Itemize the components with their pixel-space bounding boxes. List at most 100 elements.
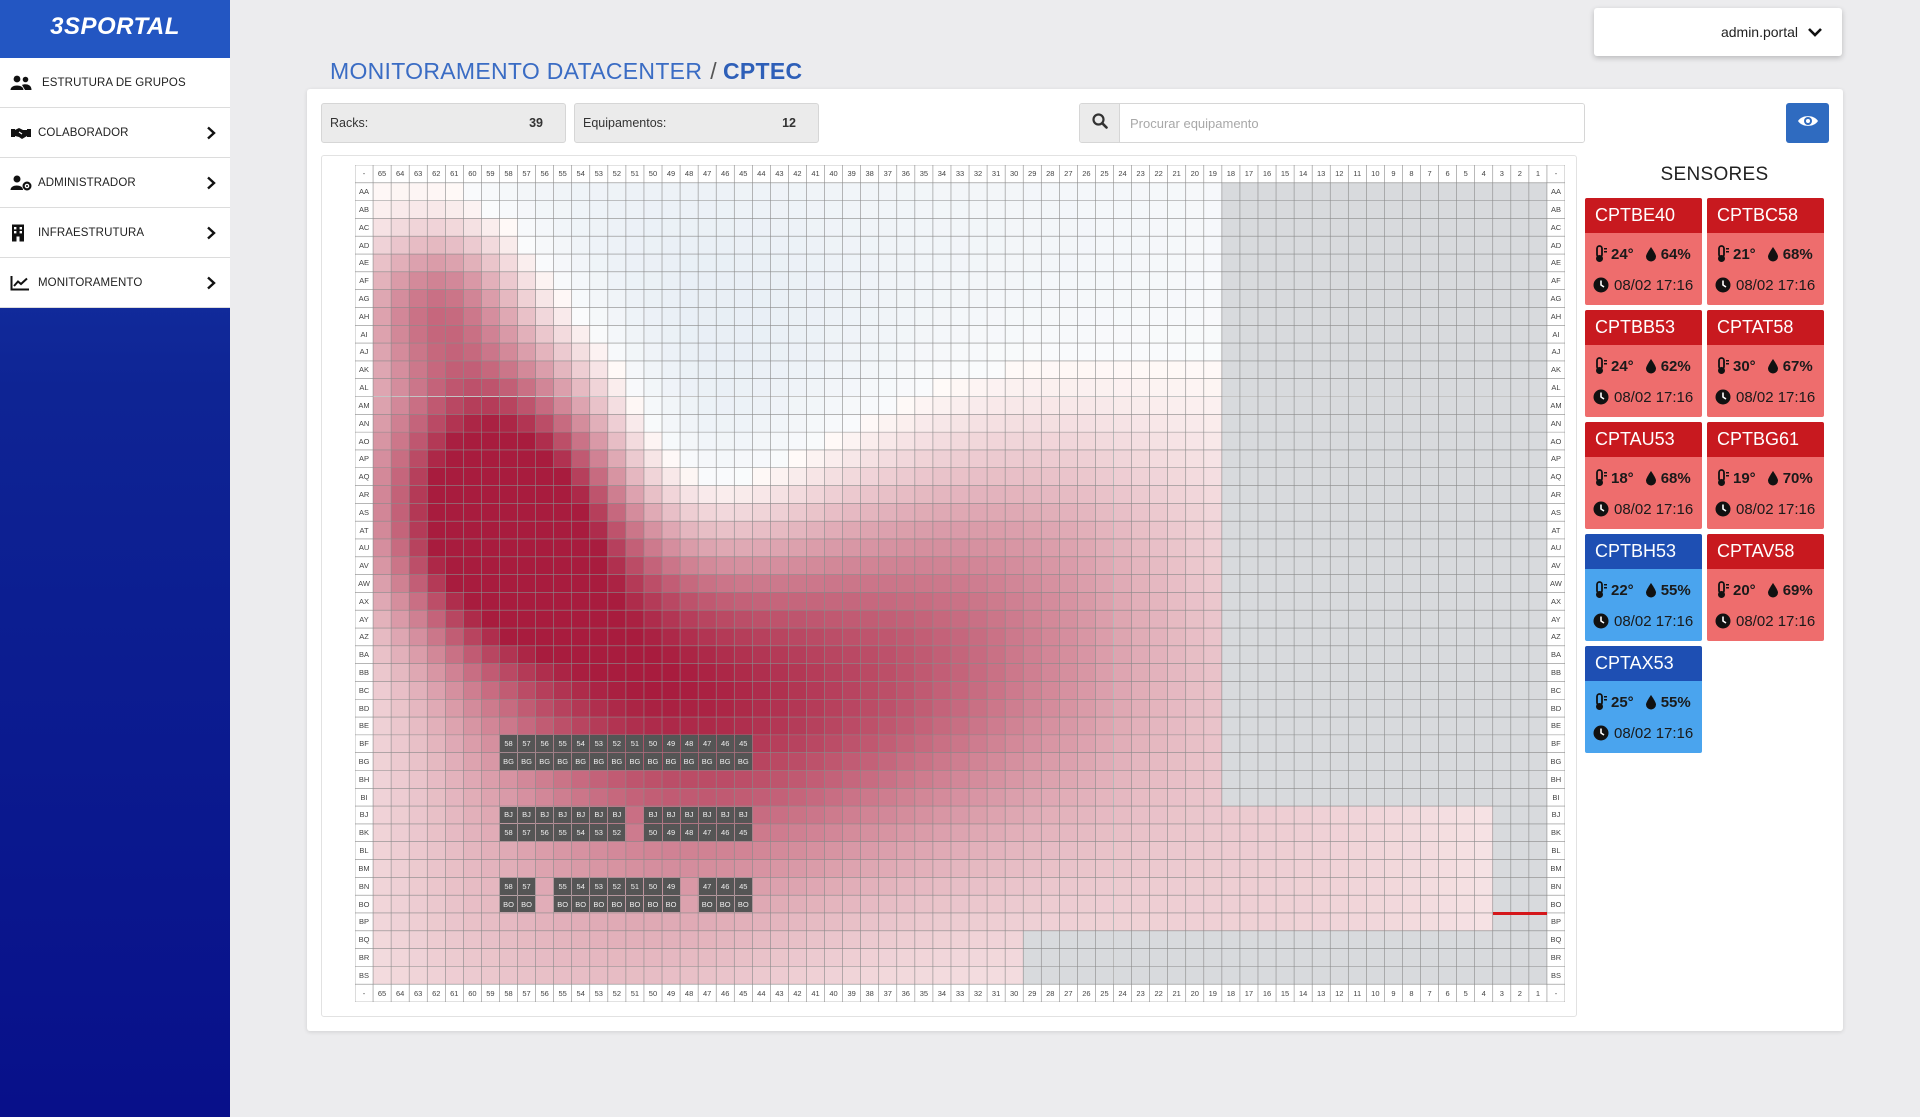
floor-tile[interactable] [571,699,590,718]
floor-tile[interactable] [1167,859,1186,878]
floor-tile[interactable] [932,343,951,361]
floor-tile[interactable] [1366,289,1385,308]
floor-tile[interactable] [445,841,464,860]
floor-tile[interactable] [517,414,536,433]
floor-tile[interactable] [1528,236,1547,255]
floor-tile[interactable] [1059,877,1078,896]
floor-tile[interactable] [1330,307,1349,326]
floor-tile[interactable] [1312,663,1331,682]
floor-tile[interactable] [896,556,915,575]
floor-tile[interactable] [1203,236,1222,255]
floor-tile[interactable] [680,628,699,646]
floor-tile[interactable] [607,538,626,557]
floor-tile[interactable] [680,325,699,344]
floor-tile[interactable] [824,966,843,985]
floor-tile[interactable] [987,432,1006,450]
floor-tile[interactable] [1059,628,1078,646]
floor-tile[interactable] [517,859,536,878]
floor-tile[interactable] [914,770,933,789]
floor-tile[interactable] [662,289,681,308]
floor-tile[interactable] [860,378,879,397]
floor-tile[interactable] [373,485,392,504]
floor-tile[interactable] [1438,912,1457,931]
floor-tile[interactable] [987,877,1006,896]
floor-tile[interactable] [698,236,717,255]
floor-tile[interactable] [1366,895,1385,913]
floor-tile[interactable] [770,592,789,611]
floor-tile[interactable] [1510,218,1529,237]
floor-tile[interactable] [680,841,699,860]
floor-tile[interactable] [1095,485,1114,504]
floor-tile[interactable] [950,521,970,539]
floor-tile[interactable] [806,948,825,967]
floor-tile[interactable] [643,948,662,967]
floor-tile[interactable] [445,770,464,789]
floor-tile[interactable] [842,895,861,913]
floor-tile[interactable] [463,948,482,967]
floor-tile[interactable] [535,521,554,539]
floor-tile[interactable] [842,254,861,272]
floor-tile[interactable] [1203,717,1222,735]
floor-tile[interactable] [1348,734,1367,753]
floor-tile[interactable] [1221,788,1240,807]
floor-tile[interactable] [806,432,825,450]
floor-tile[interactable] [589,289,608,308]
floor-tile[interactable] [752,930,771,949]
floor-tile[interactable] [1221,485,1240,504]
floor-tile[interactable] [1528,485,1547,504]
floor-tile[interactable] [914,182,933,201]
floor-tile[interactable] [770,449,789,468]
floor-tile[interactable] [969,681,988,700]
floor-tile[interactable] [1402,467,1421,486]
floor-tile[interactable] [553,930,572,949]
floor-tile[interactable] [643,414,662,433]
floor-tile[interactable] [1420,307,1439,326]
floor-tile[interactable] [1492,645,1511,664]
floor-tile[interactable] [878,681,897,700]
floor-tile[interactable] [1456,645,1475,664]
floor-tile[interactable] [481,503,500,522]
floor-tile[interactable] [589,592,608,611]
floor-tile[interactable] [896,432,915,450]
floor-tile[interactable] [680,218,699,237]
floor-tile[interactable] [1257,325,1277,344]
floor-tile[interactable] [1203,414,1222,433]
floor-tile[interactable] [662,200,681,219]
floor-tile[interactable] [788,538,807,557]
floor-tile[interactable] [950,236,970,255]
floor-tile[interactable] [1203,432,1222,450]
floor-tile[interactable] [770,859,789,878]
floor-tile[interactable] [716,325,735,344]
floor-tile[interactable] [409,877,428,896]
floor-tile[interactable] [1474,396,1493,415]
floor-tile[interactable] [481,200,500,219]
floor-tile[interactable] [1438,467,1457,486]
floor-tile[interactable] [1167,930,1186,949]
rack[interactable]: 54 [572,824,590,842]
floor-tile[interactable] [824,912,843,931]
floor-tile[interactable] [1294,467,1313,486]
sidebar-item-administrador[interactable]: ADMINISTRADOR [0,158,230,208]
floor-tile[interactable] [987,823,1006,842]
floor-tile[interactable] [409,307,428,326]
floor-tile[interactable] [1023,628,1042,646]
floor-tile[interactable] [1330,271,1349,290]
rack[interactable]: 55 [554,824,572,842]
floor-tile[interactable] [1294,823,1313,842]
floor-tile[interactable] [1402,948,1421,967]
floor-tile[interactable] [1420,645,1439,664]
floor-tile[interactable] [1113,628,1132,646]
floor-tile[interactable] [1438,236,1457,255]
floor-tile[interactable] [950,930,970,949]
floor-tile[interactable] [770,752,789,771]
floor-tile[interactable] [1095,467,1114,486]
floor-tile[interactable] [1474,610,1493,628]
floor-tile[interactable] [571,343,590,361]
floor-tile[interactable] [1492,912,1511,931]
floor-tile[interactable] [860,236,879,255]
floor-tile[interactable] [517,717,536,735]
floor-tile[interactable] [1348,289,1367,308]
floor-tile[interactable] [969,521,988,539]
floor-tile[interactable] [788,254,807,272]
floor-tile[interactable] [1041,663,1060,682]
